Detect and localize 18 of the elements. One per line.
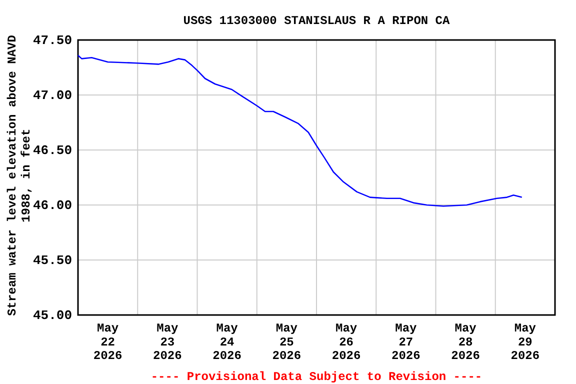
x-tick-label: May 24 2026 <box>212 322 242 364</box>
x-tick-label: May 27 2026 <box>392 322 420 364</box>
x-tick-label: May 22 2026 <box>93 322 122 364</box>
y-tick-label: 46.00 <box>32 198 72 214</box>
x-tick-label: May 28 2026 <box>451 322 480 364</box>
y-tick-label: 46.50 <box>32 143 72 158</box>
y-tick-label: 45.00 <box>32 308 72 324</box>
text: ---- Provisional Data Subject to Revision ---- <box>150 370 482 384</box>
x-tick-label: May 23 2026 <box>153 322 182 364</box>
y-axis-title: Stream water level elevation above NAVD 1988, in feet <box>6 35 34 316</box>
chart-title: USGS 11303000 STANISLAUS R A RIPON CA <box>183 14 451 28</box>
x-tick-label: May 25 2026 <box>272 322 302 364</box>
x-tick-label: May 29 2026 <box>510 322 540 364</box>
y-tick-label: 47.00 <box>32 88 72 104</box>
y-tick-label: 45.50 <box>32 253 72 268</box>
x-tick-label: May 26 2026 <box>332 322 361 364</box>
y-tick-label: 47.50 <box>32 33 72 48</box>
line-series <box>77 54 523 207</box>
